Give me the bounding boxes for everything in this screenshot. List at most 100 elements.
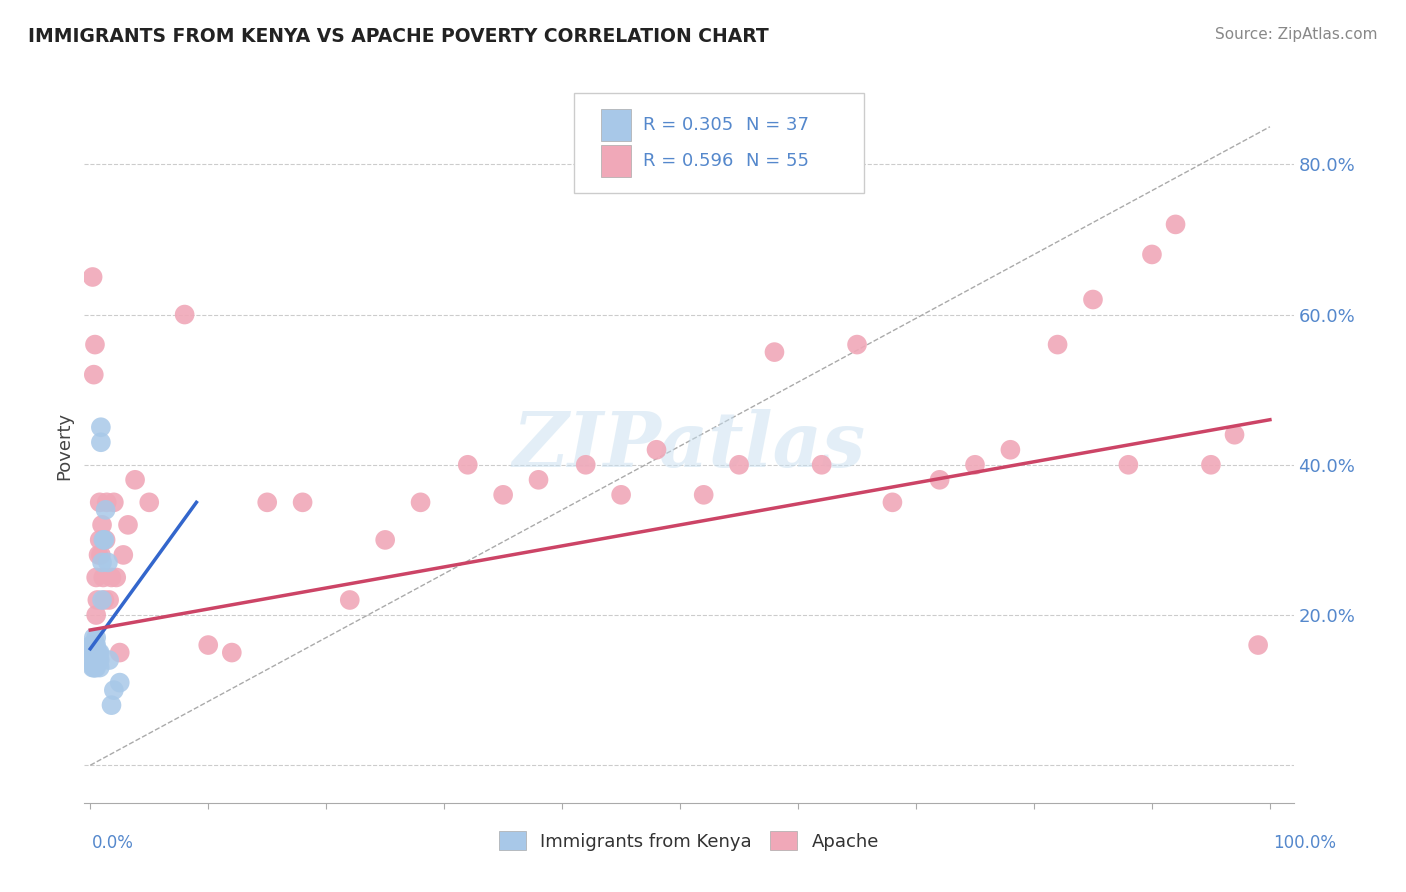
Point xyxy=(89,495,111,509)
Point xyxy=(87,646,110,660)
Point xyxy=(84,337,107,351)
FancyBboxPatch shape xyxy=(600,109,631,141)
Point xyxy=(89,653,111,667)
Point xyxy=(928,473,950,487)
Point xyxy=(89,533,111,547)
Point xyxy=(291,495,314,509)
Point xyxy=(882,495,904,509)
Point xyxy=(83,631,105,645)
Point xyxy=(409,495,432,509)
Point xyxy=(96,495,118,509)
Point xyxy=(103,683,125,698)
Point xyxy=(645,442,668,457)
Point xyxy=(610,488,633,502)
Point xyxy=(810,458,832,472)
Point xyxy=(112,548,135,562)
Point xyxy=(527,473,550,487)
Point xyxy=(108,675,131,690)
Point xyxy=(575,458,598,472)
Point xyxy=(1081,293,1104,307)
Point xyxy=(94,533,117,547)
Point xyxy=(100,570,122,584)
Point xyxy=(89,646,111,660)
Point xyxy=(1247,638,1270,652)
Y-axis label: Poverty: Poverty xyxy=(55,412,73,480)
Point xyxy=(100,698,122,713)
Point xyxy=(492,488,515,502)
Text: ZIPatlas: ZIPatlas xyxy=(512,409,866,483)
Point xyxy=(91,570,114,584)
Point xyxy=(87,548,110,562)
Point xyxy=(728,458,751,472)
Point xyxy=(84,638,107,652)
Point xyxy=(97,556,120,570)
Point xyxy=(83,368,105,382)
Point xyxy=(91,533,114,547)
Point xyxy=(83,646,105,660)
Point xyxy=(82,646,104,660)
Point xyxy=(1118,458,1140,472)
Point xyxy=(98,653,121,667)
Point xyxy=(197,638,219,652)
Point xyxy=(94,503,117,517)
Point xyxy=(84,570,107,584)
Point xyxy=(91,517,114,532)
Point xyxy=(1164,218,1187,232)
Point xyxy=(82,270,104,285)
Point xyxy=(89,660,111,674)
Point xyxy=(80,653,103,667)
Point xyxy=(86,653,108,667)
Point xyxy=(82,638,104,652)
Legend: Immigrants from Kenya, Apache: Immigrants from Kenya, Apache xyxy=(492,824,886,858)
Text: N = 37: N = 37 xyxy=(745,116,808,134)
Point xyxy=(374,533,396,547)
Point xyxy=(256,495,278,509)
Point xyxy=(84,646,107,660)
Point xyxy=(1223,427,1246,442)
Point xyxy=(84,653,107,667)
Point xyxy=(90,435,112,450)
Point xyxy=(84,660,107,674)
Point xyxy=(84,631,107,645)
Point xyxy=(138,495,160,509)
Point xyxy=(84,607,107,622)
Point xyxy=(83,638,105,652)
Point xyxy=(221,646,243,660)
Text: IMMIGRANTS FROM KENYA VS APACHE POVERTY CORRELATION CHART: IMMIGRANTS FROM KENYA VS APACHE POVERTY … xyxy=(28,27,769,45)
Text: N = 55: N = 55 xyxy=(745,152,808,169)
Point xyxy=(86,593,108,607)
Point xyxy=(98,593,121,607)
Point xyxy=(105,570,128,584)
FancyBboxPatch shape xyxy=(600,145,631,177)
Text: Source: ZipAtlas.com: Source: ZipAtlas.com xyxy=(1215,27,1378,42)
Point xyxy=(457,458,479,472)
Text: R = 0.305: R = 0.305 xyxy=(643,116,734,134)
Point xyxy=(87,653,110,667)
Point xyxy=(90,548,112,562)
Point xyxy=(86,646,108,660)
Point xyxy=(1046,337,1069,351)
Point xyxy=(846,337,869,351)
Point xyxy=(91,593,114,607)
Point xyxy=(90,420,112,434)
Text: 0.0%: 0.0% xyxy=(91,834,134,852)
Text: R = 0.596: R = 0.596 xyxy=(643,152,734,169)
Point xyxy=(963,458,986,472)
FancyBboxPatch shape xyxy=(574,93,865,193)
Point xyxy=(80,638,103,652)
Point xyxy=(84,660,107,674)
Point xyxy=(83,660,105,674)
Point xyxy=(692,488,714,502)
Point xyxy=(1140,247,1163,261)
Point xyxy=(117,517,139,532)
Point xyxy=(1000,442,1022,457)
Point xyxy=(83,653,105,667)
Point xyxy=(339,593,361,607)
Point xyxy=(763,345,786,359)
Point xyxy=(103,495,125,509)
Point xyxy=(84,638,107,652)
Point xyxy=(93,533,115,547)
Point xyxy=(82,660,104,674)
Point xyxy=(173,308,195,322)
Point xyxy=(1199,458,1222,472)
